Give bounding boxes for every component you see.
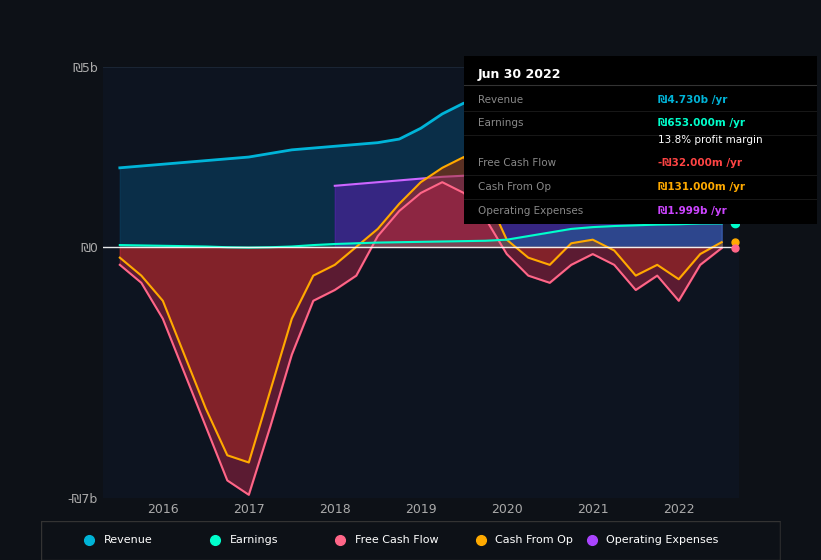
Text: ₪131.000m /yr: ₪131.000m /yr [658,182,745,192]
Text: Revenue: Revenue [478,95,523,105]
Text: Earnings: Earnings [230,535,278,545]
Text: Operating Expenses: Operating Expenses [478,206,583,216]
Text: Revenue: Revenue [104,535,153,545]
Text: Cash From Op: Cash From Op [496,535,573,545]
Text: Jun 30 2022: Jun 30 2022 [478,68,562,81]
Text: Free Cash Flow: Free Cash Flow [355,535,438,545]
Text: ₪1.999b /yr: ₪1.999b /yr [658,206,727,216]
Text: Earnings: Earnings [478,118,524,128]
Text: Cash From Op: Cash From Op [478,182,551,192]
Text: Free Cash Flow: Free Cash Flow [478,158,556,169]
Text: -₪32.000m /yr: -₪32.000m /yr [658,158,742,169]
Text: Operating Expenses: Operating Expenses [606,535,718,545]
Text: ₪653.000m /yr: ₪653.000m /yr [658,118,745,128]
Text: 13.8% profit margin: 13.8% profit margin [658,135,763,145]
Text: ₪4.730b /yr: ₪4.730b /yr [658,95,727,105]
